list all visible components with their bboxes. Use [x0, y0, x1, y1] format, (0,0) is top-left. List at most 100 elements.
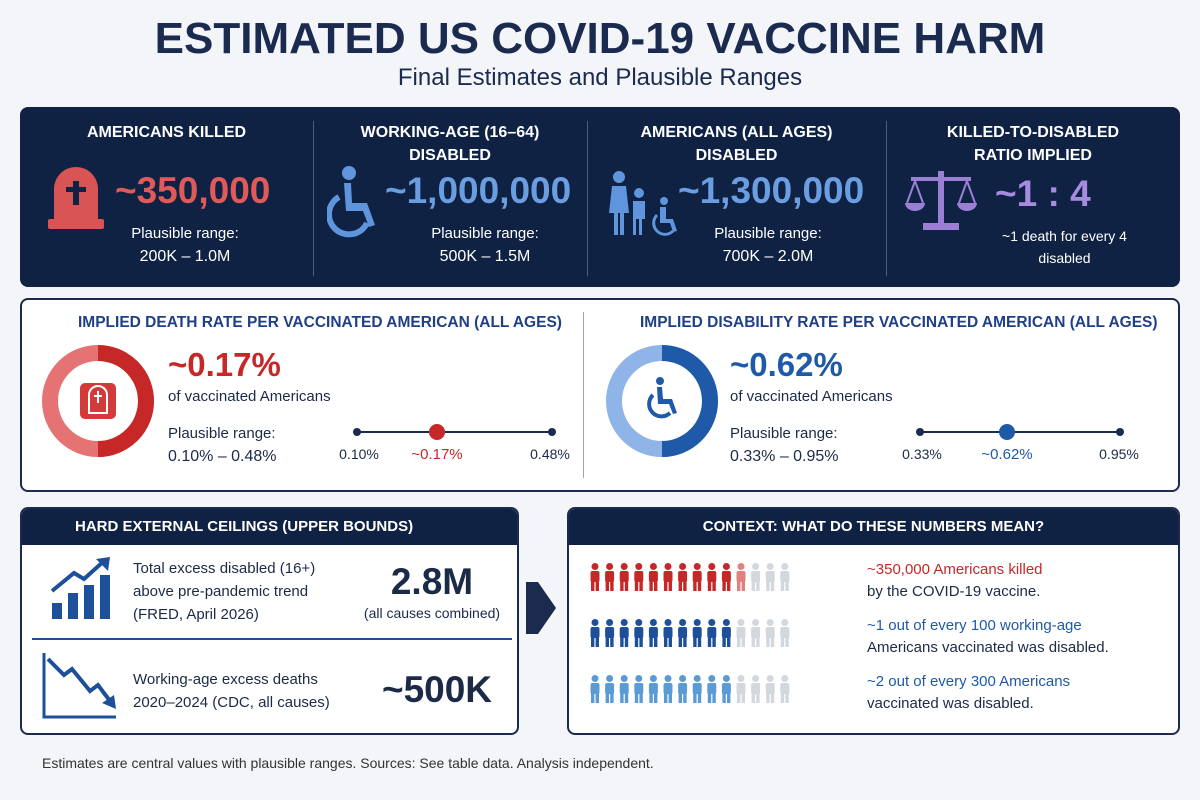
person-icon [736, 675, 746, 703]
range-label: Plausible range: [730, 425, 838, 442]
range-label: Plausible range: [131, 225, 239, 242]
person-icon [780, 619, 790, 647]
context-text: vaccinated was disabled. [867, 695, 1034, 712]
context-panel: CONTEXT: WHAT DO THESE NUMBERS MEAN? ~35… [567, 507, 1180, 735]
subtitle: Final Estimates and Plausible Ranges [397, 64, 803, 91]
context-highlight: ~2 out of every 300 Americans [867, 673, 1071, 690]
person-icon [590, 563, 600, 591]
rate-description: of vaccinated Americans [168, 388, 331, 405]
person-icon [751, 619, 761, 647]
stat-card: WORKING-AGE (16–64) DISABLED ~1,000,000 … [313, 107, 587, 287]
person-icon [605, 563, 615, 591]
person-icon [707, 563, 717, 591]
divider [886, 121, 887, 276]
title: ESTIMATED US COVID-19 VACCINE HARM [154, 14, 1046, 63]
person-icon [707, 619, 717, 647]
divider [32, 638, 512, 640]
context-highlight: ~350,000 Americans killed [867, 561, 1043, 578]
scale-low: 0.10% [339, 446, 379, 462]
ceilings-panel: HARD EXTERNAL CEILINGS (UPPER BOUNDS) To… [20, 507, 519, 735]
death-ring-icon [42, 345, 154, 457]
divider [313, 121, 314, 276]
scale-high: 0.95% [1099, 446, 1139, 462]
range: 500K – 1.5M [439, 248, 531, 265]
ceiling-value: ~500K [381, 669, 493, 710]
person-icon [605, 675, 615, 703]
person-icon [619, 563, 629, 591]
ceiling-note: (all causes combined) [363, 605, 501, 621]
range-label: Plausible range: [714, 225, 822, 242]
rate-value: ~0.17% [168, 346, 281, 383]
context-highlight: ~1 out of every 100 working-age [867, 617, 1082, 634]
stat-value: ~350,000 [115, 170, 271, 211]
person-icon [663, 675, 673, 703]
rate-value: ~0.62% [730, 346, 843, 383]
headline-panel: AMERICANS KILLED ~350,000 Plausible rang… [20, 107, 1180, 287]
scale-central: ~0.17% [411, 446, 463, 463]
range: 700K – 2.0M [722, 248, 814, 265]
person-icon [736, 619, 746, 647]
person-icon [678, 619, 688, 647]
people-icons [590, 563, 790, 703]
stat-note: ~1 death for every 4 disabled [1002, 228, 1127, 266]
range-scale [916, 424, 1124, 440]
stat-label: KILLED-TO-DISABLED RATIO IMPLIED [946, 124, 1120, 164]
scales-icon [905, 171, 977, 230]
person-icon [634, 563, 644, 591]
person-icon [634, 675, 644, 703]
person-icon [590, 675, 600, 703]
person-icon [765, 675, 775, 703]
person-icon [780, 563, 790, 591]
person-icon [721, 675, 731, 703]
stat-value: ~1,000,000 [385, 170, 572, 211]
disability-ring-icon [606, 345, 718, 457]
person-icon [692, 563, 702, 591]
range: 200K – 1.0M [139, 248, 231, 265]
panel-title: CONTEXT: WHAT DO THESE NUMBERS MEAN? [569, 509, 1178, 545]
stat-card: KILLED-TO-DISABLED RATIO IMPLIED ~1 : 4 … [886, 107, 1180, 287]
family-icon [609, 171, 677, 236]
person-icon [692, 619, 702, 647]
stat-value: ~1,300,000 [678, 170, 865, 211]
scale-low: 0.33% [902, 446, 942, 462]
person-icon [692, 675, 702, 703]
person-icon [634, 619, 644, 647]
stat-card: AMERICANS KILLED ~350,000 Plausible rang… [20, 107, 313, 287]
stat-label: AMERICANS KILLED [86, 124, 247, 141]
person-icon [765, 563, 775, 591]
person-icon [707, 675, 717, 703]
person-icon [648, 619, 658, 647]
person-icon [590, 619, 600, 647]
ceiling-description: Working-age excess deaths 2020–2024 (CDC… [133, 671, 330, 711]
stat-card: AMERICANS (ALL AGES) DISABLED ~1,300,000… [587, 107, 886, 287]
divider [583, 312, 584, 478]
scale-central: ~0.62% [981, 446, 1033, 463]
ceiling-value: 2.8M [390, 561, 474, 602]
person-icon [765, 619, 775, 647]
context-text: by the COVID-19 vaccine. [867, 583, 1041, 600]
rate-title: IMPLIED DISABILITY RATE PER VACCINATED A… [640, 314, 1158, 331]
stat-label: AMERICANS (ALL AGES) DISABLED [640, 124, 833, 164]
rate-description: of vaccinated Americans [730, 388, 893, 405]
rates-panel: IMPLIED DEATH RATE PER VACCINATED AMERIC… [20, 298, 1180, 492]
person-icon [721, 563, 731, 591]
range: 0.10% – 0.48% [168, 448, 277, 465]
range-label: Plausible range: [431, 225, 539, 242]
scale-high: 0.48% [530, 446, 570, 462]
person-icon [678, 563, 688, 591]
context-row: ~2 out of every 300 Americans vaccinated… [867, 671, 1070, 715]
person-icon [605, 619, 615, 647]
context-row: ~350,000 Americans killed by the COVID-1… [867, 559, 1043, 603]
tombstone-icon [48, 167, 104, 229]
person-icon [721, 619, 731, 647]
person-icon [619, 675, 629, 703]
ceiling-description: Total excess disabled (16+) above pre-pa… [133, 560, 316, 623]
divider [587, 121, 588, 276]
person-icon [648, 563, 658, 591]
range-label: Plausible range: [168, 425, 276, 442]
person-icon [648, 675, 658, 703]
footer: Estimates are central values with plausi… [42, 755, 654, 771]
arrow [526, 582, 556, 634]
context-row: ~1 out of every 100 working-age American… [867, 615, 1109, 659]
